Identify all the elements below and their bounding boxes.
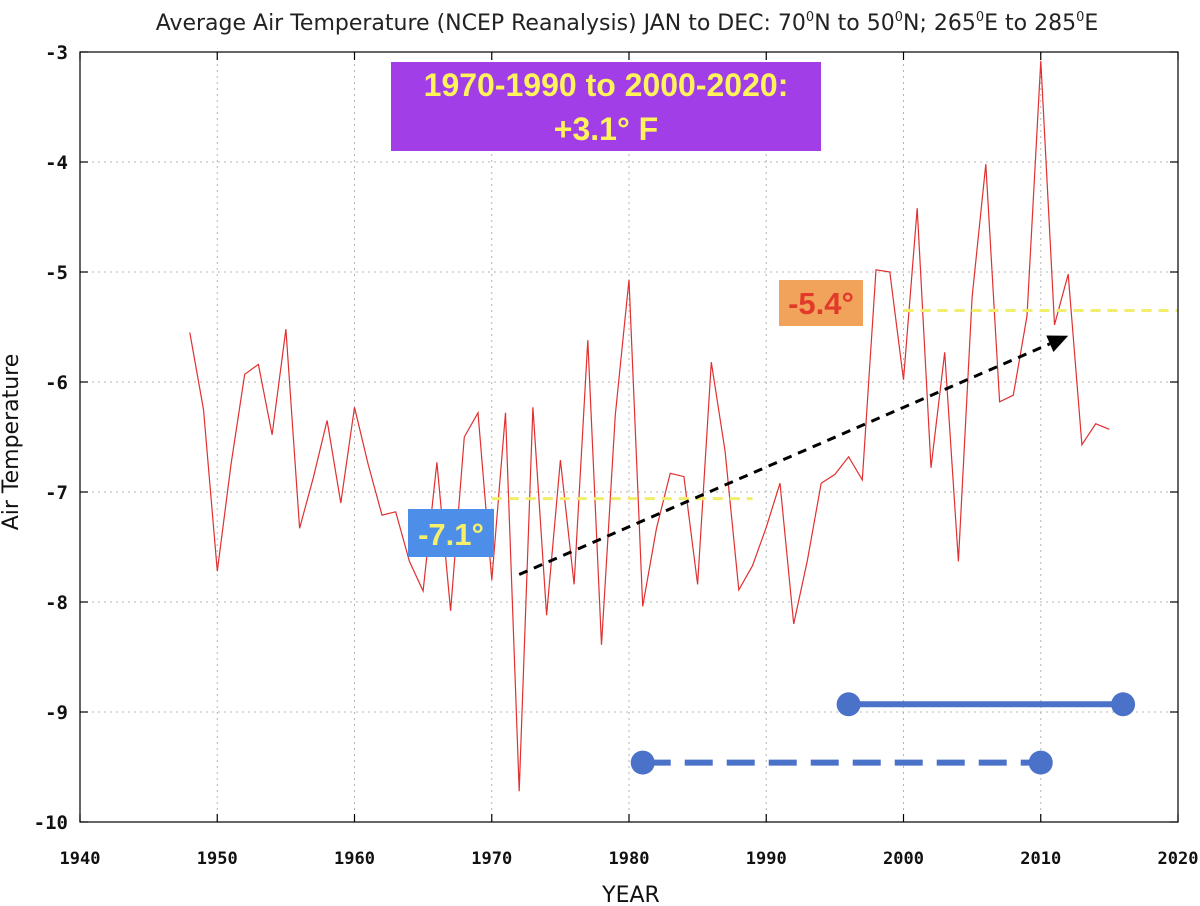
y-tick-label: -7 [45,482,68,504]
x-tick-label: 1950 [197,849,238,869]
period-marker-dashed-end-dot [1028,750,1053,775]
period-marker-solid-end-dot [1111,692,1136,717]
x-axis-ticks: 1940 1950 1960 1970 1980 1990 2000 2010 2020 [60,52,1199,869]
grid-lines [80,52,1178,822]
y-axis-label: Air Temperature [0,354,24,531]
y-tick-label: -9 [45,702,68,724]
x-tick-label: 2020 [1158,849,1199,869]
chart-title: Average Air Temperature (NCEP Reanalysis… [156,10,1099,36]
plot-frame [79,51,1179,823]
y-tick-label: -4 [45,152,68,174]
y-tick-label: -8 [45,592,68,614]
avg-label-late: -5.4° [779,280,863,326]
avg-label-early-text: -7.1° [418,517,484,552]
x-axis-label: YEAR [601,883,660,906]
y-tick-label: -5 [45,262,68,284]
trend-arrow-head [1046,335,1069,353]
x-tick-label: 1940 [60,849,101,869]
change-annotation: 1970-1990 to 2000-2020: +3.1° F [391,62,821,151]
trend-arrow-line [518,342,1051,576]
change-annotation-line1: 1970-1990 to 2000-2020: [424,67,789,103]
period-marker-solid-start-dot [836,692,861,717]
change-annotation-line2: +3.1° F [554,111,658,147]
avg-label-late-text: -5.4° [788,286,854,321]
y-tick-label: -3 [45,42,68,64]
x-tick-label: 2000 [883,849,924,869]
x-tick-label: 1960 [334,849,375,869]
x-tick-label: 2010 [1020,849,1061,869]
y-axis-ticks: -3 -4 -5 -6 -7 -8 -9 -10 [34,42,1178,834]
avg-label-early: -7.1° [408,509,494,557]
temperature-series-line [189,60,1110,792]
period-marker-dashed-start-dot [630,750,655,775]
x-tick-label: 1990 [746,849,787,869]
x-tick-label: 1980 [609,849,650,869]
x-tick-label: 1970 [471,849,512,869]
y-tick-label: -6 [45,372,68,394]
y-tick-label: -10 [34,812,68,834]
